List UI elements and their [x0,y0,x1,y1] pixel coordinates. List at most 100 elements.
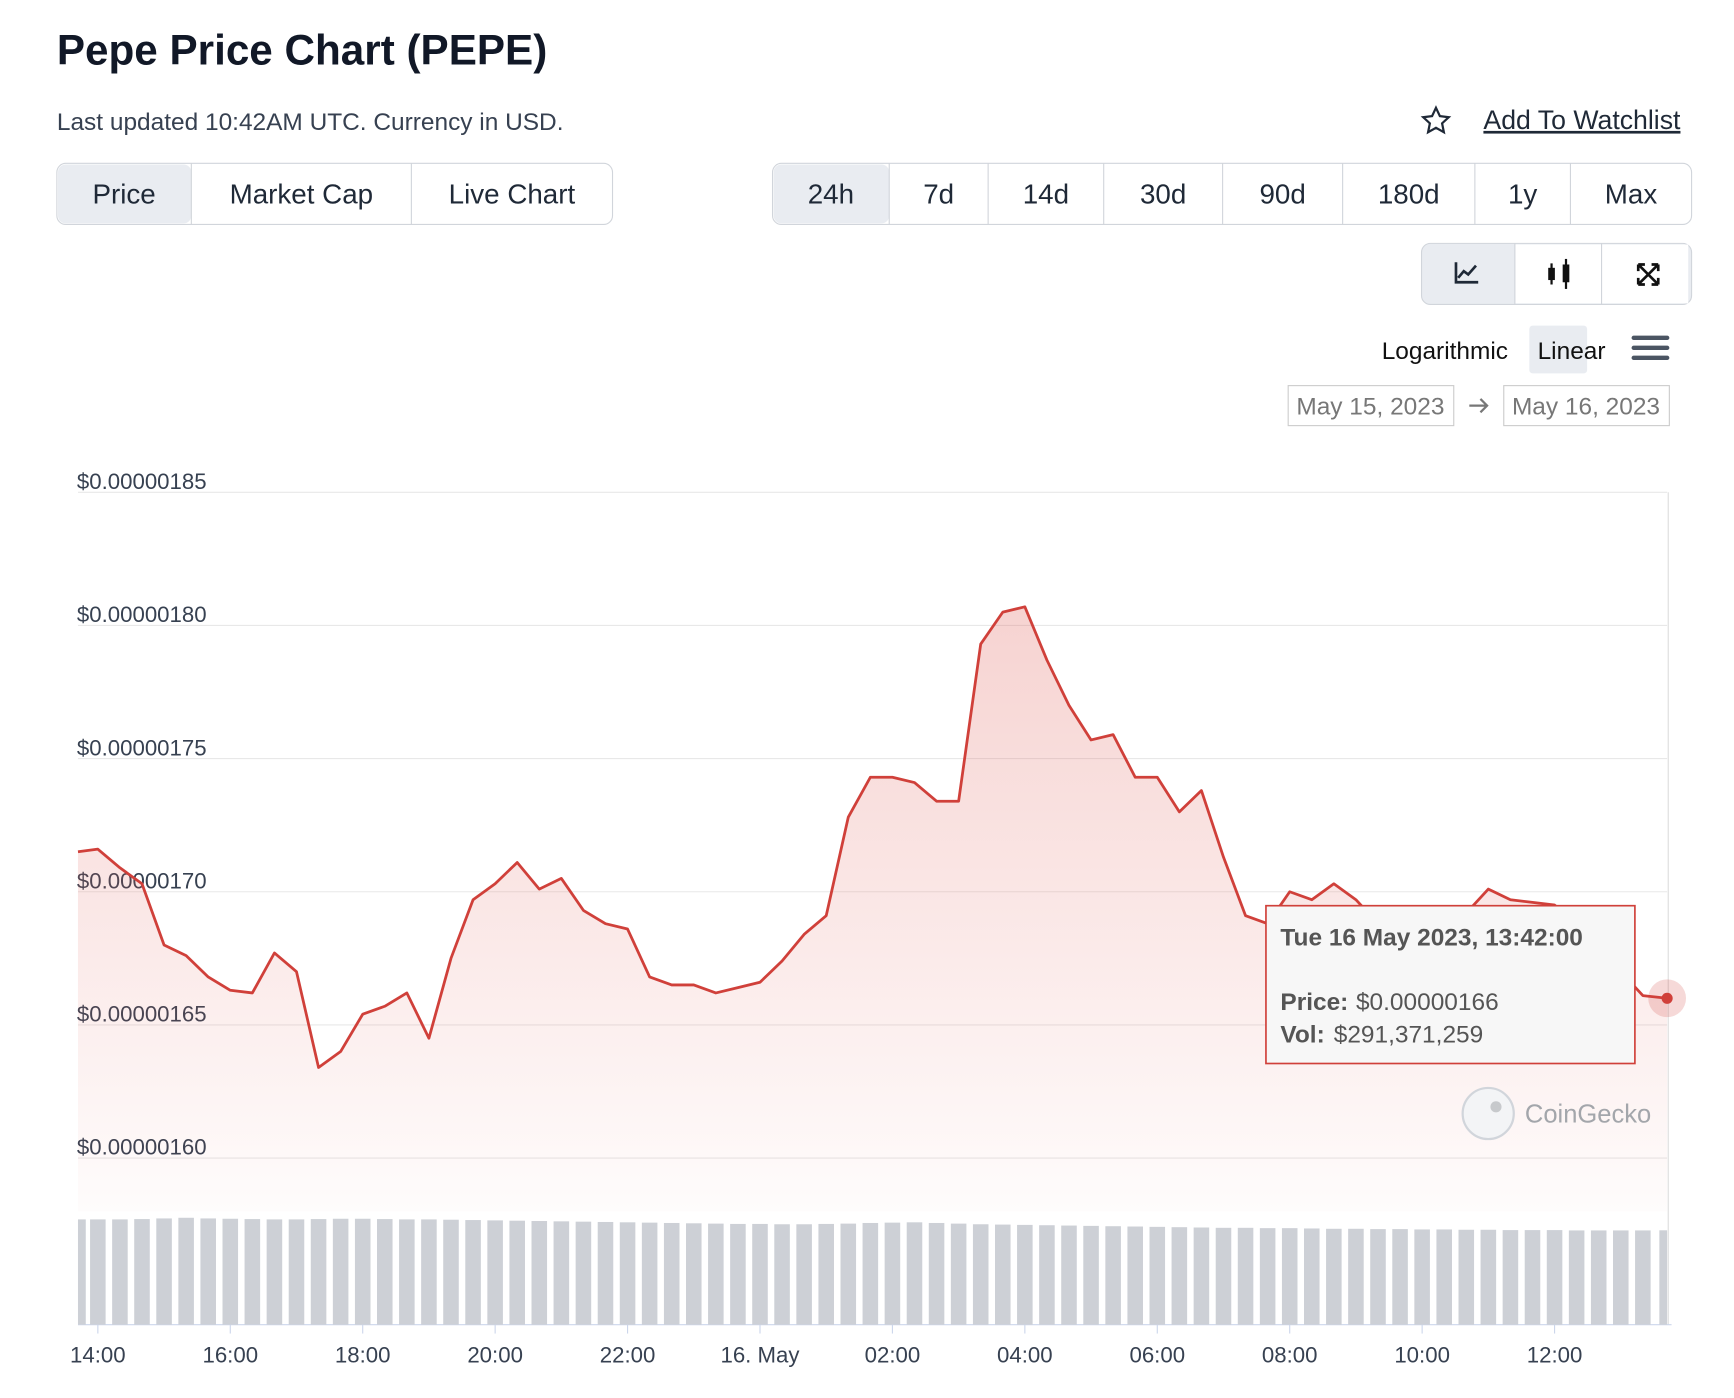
volume-bar [1326,1228,1342,1325]
hover-point [1661,992,1673,1004]
date-input[interactable] [1503,385,1670,427]
volume-bar [575,1221,592,1325]
volume-bar [1524,1230,1541,1325]
watermark-text: CoinGecko [1525,1100,1651,1128]
volume-bar [928,1222,945,1325]
date-from: May 15, 2023 [1296,394,1444,421]
star-icon[interactable] [1420,105,1452,135]
volume-bar [950,1223,967,1325]
volume-bar [1171,1227,1188,1325]
volume-bar [1659,1230,1668,1325]
line-chart-icon[interactable] [1454,262,1479,284]
volume-bar [1303,1228,1320,1325]
volume-bar [1590,1230,1607,1325]
volume-bar [509,1220,525,1325]
volume-bar [1635,1230,1651,1325]
volume-bar [531,1221,548,1325]
volume-bar [862,1222,879,1325]
volume-bar [1414,1229,1430,1325]
volume-bar [641,1222,658,1325]
scale-option[interactable]: Linear [1538,338,1606,365]
tab-button[interactable]: 7d [923,178,954,209]
tab-button[interactable]: 180d [1378,178,1440,209]
x-tick-label: 10:00 [1394,1342,1450,1367]
subtitle: Last updated 10:42AM UTC. Currency in US… [57,109,564,136]
x-tick-label: 06:00 [1129,1342,1185,1367]
tab-button[interactable]: 24h [808,178,854,209]
volume-bar [1061,1225,1077,1325]
volume-bar [774,1224,790,1325]
x-tick-label: 18:00 [335,1342,391,1367]
volume-bar [1370,1229,1386,1325]
volume-bar [1105,1226,1121,1325]
x-tick-label: 16:00 [202,1342,258,1367]
tooltip-price: $0.00000166 [1356,989,1499,1016]
volume-bar [266,1219,283,1325]
candle-icon[interactable] [1548,258,1570,289]
x-tick-label: 02:00 [865,1342,921,1367]
tab-button[interactable]: Max [1605,178,1658,209]
volume-bar [663,1222,680,1325]
volume-bar [994,1224,1011,1325]
x-tick-label: 22:00 [600,1342,656,1367]
volume-bar [1149,1226,1166,1325]
menu-icon[interactable] [1631,335,1670,361]
volume-bar [1193,1227,1210,1325]
volume-bar [840,1223,857,1325]
range-tabs: 24h 7d 14d 30d 90d 180d 1y Max [771,162,1693,226]
tooltip-vol: $291,371,259 [1334,1021,1484,1048]
selected-bg [57,164,192,224]
x-tick-label: 20:00 [467,1342,523,1367]
volume-bar [1612,1230,1629,1325]
volume-bar [354,1218,371,1325]
volume-bar [178,1217,194,1325]
volume-bar [443,1219,459,1325]
data-tabs: Price Market Cap Live Chart [56,162,614,226]
volume-bar [1127,1226,1143,1325]
tab-button[interactable]: Price [92,178,155,209]
volume-bar [752,1223,768,1325]
tab-button[interactable]: 30d [1140,178,1186,209]
watermark: CoinGecko [1461,1086,1651,1141]
volume-bar [619,1222,636,1325]
tab-button[interactable]: 90d [1259,178,1305,209]
expand-icon[interactable] [1636,263,1660,286]
y-tick-label: $0.00000180 [77,602,207,627]
tab-button[interactable]: 14d [1023,178,1069,209]
tooltip-price-label: Price: [1280,989,1348,1016]
volume-bar [553,1221,570,1325]
volume-bar [90,1219,106,1325]
volume-bar [487,1220,503,1325]
volume-bar [1502,1230,1519,1325]
volume-bar [1039,1225,1055,1325]
tab-button[interactable]: Market Cap [230,178,374,209]
volume-bar [1083,1225,1099,1325]
volume-bar [1281,1228,1298,1325]
arrow-icon [1469,398,1489,414]
watchlist-link[interactable]: Add To Watchlist [1483,105,1681,135]
tab-button[interactable]: 1y [1508,178,1537,209]
volume-bar [884,1222,901,1325]
volume-bar [244,1219,261,1325]
volume-bar [796,1224,812,1325]
volume-bar [112,1219,128,1325]
tooltip-box [1265,904,1636,1065]
volume-bar [1458,1229,1475,1325]
volume-bar [1017,1224,1033,1325]
tab-button[interactable]: Live Chart [449,178,576,209]
x-tick-label: 08:00 [1262,1342,1318,1367]
scale-selected-bg [1529,325,1588,374]
x-tick-label: 14:00 [70,1342,126,1367]
date-input[interactable] [1287,385,1455,427]
volume-bar [288,1219,305,1325]
volume-bar [376,1219,393,1325]
date-to: May 16, 2023 [1512,394,1660,421]
volume-bar [332,1218,349,1325]
selected-bg [773,164,890,224]
tooltip-date: Tue 16 May 2023, 13:42:00 [1280,925,1583,952]
volume-bar [685,1223,702,1325]
scale-option[interactable]: Logarithmic [1382,338,1508,365]
button-group [771,162,1693,226]
